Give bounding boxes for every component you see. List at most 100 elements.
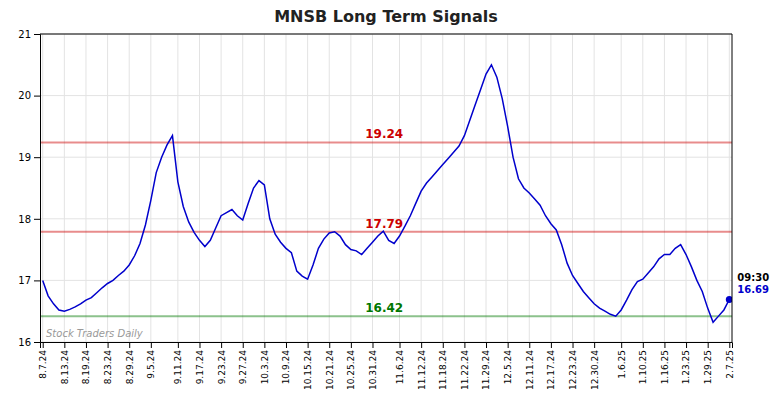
grid-line-y (40, 95, 732, 96)
x-tick-label: 8.19.24 (81, 350, 91, 385)
x-tick: 10.15.24 (303, 342, 313, 390)
y-tick: 18 (18, 214, 40, 225)
x-tick-label: 8.29.24 (125, 350, 135, 385)
grid-line-x (686, 34, 687, 342)
x-tick-mark (264, 342, 265, 348)
x-tick: 1.23.25 (681, 342, 691, 384)
x-tick-mark (708, 342, 709, 348)
x-tick-mark (199, 342, 200, 348)
x-tick: 9.17.24 (195, 342, 205, 384)
x-tick-label: 1.16.25 (660, 350, 670, 384)
y-tick-label: 17 (18, 275, 31, 286)
grid-line-x (507, 34, 508, 342)
grid-line-x (464, 34, 465, 342)
x-tick: 8.29.24 (125, 342, 135, 384)
x-tick-mark (129, 342, 130, 348)
x-tick-label: 1.29.25 (703, 350, 713, 384)
grid-line-x (421, 34, 422, 342)
grid-line-x (399, 34, 400, 342)
x-tick-label: 8.13.24 (60, 350, 70, 385)
x-axis: 8.7.248.13.248.19.248.23.248.29.249.5.24… (38, 342, 735, 390)
x-tick: 1.16.25 (660, 342, 670, 384)
x-tick-mark (594, 342, 595, 348)
x-tick: 11.29.24 (481, 342, 491, 390)
x-tick-label: 9.5.24 (146, 350, 156, 379)
reference-label: 17.79 (365, 217, 403, 231)
x-tick-mark (400, 342, 401, 348)
x-tick-label: 12.5.24 (503, 350, 513, 385)
x-tick: 12.5.24 (503, 342, 513, 384)
reference-line (40, 315, 732, 317)
grid-line-x (486, 34, 487, 342)
y-tick-mark (34, 96, 40, 97)
x-tick-mark (443, 342, 444, 348)
x-tick-label: 10.3.24 (260, 350, 270, 385)
x-tick-mark (729, 342, 730, 348)
x-tick: 9.11.24 (173, 342, 183, 384)
grid-line-x (199, 34, 200, 342)
grid-line-x (664, 34, 665, 342)
grid-line-x (307, 34, 308, 342)
x-tick-mark (351, 342, 352, 348)
x-tick: 11.18.24 (438, 342, 448, 390)
y-axis-line (34, 35, 41, 343)
reference-label: 19.24 (365, 127, 403, 141)
x-tick: 9.23.24 (216, 342, 226, 384)
grid-line-x (42, 34, 43, 342)
x-tick: 2.7.25 (725, 342, 735, 379)
x-tick: 12.30.24 (590, 342, 600, 390)
grid-line-x (150, 34, 151, 342)
x-tick-mark (508, 342, 509, 348)
x-tick-mark (573, 342, 574, 348)
grid-line-x (64, 34, 65, 342)
x-tick: 8.7.24 (38, 342, 48, 379)
x-tick: 1.10.25 (638, 342, 648, 384)
grid-line-x (107, 34, 108, 342)
x-tick: 8.19.24 (81, 342, 91, 384)
x-tick-label: 12.11.24 (525, 350, 535, 390)
grid-line-x (221, 34, 222, 342)
x-tick-mark (221, 342, 222, 348)
x-tick-label: 8.7.24 (38, 350, 48, 379)
y-tick: 16 (18, 337, 40, 348)
grid-line-x (642, 34, 643, 342)
grid-line-x (177, 34, 178, 342)
x-tick: 8.13.24 (60, 342, 70, 384)
x-tick-mark (421, 342, 422, 348)
x-tick-label: 9.23.24 (216, 350, 226, 385)
marks (40, 65, 732, 322)
x-tick-label: 10.25.24 (346, 350, 356, 390)
grid-line-y (40, 280, 732, 281)
y-tick: 20 (18, 90, 40, 101)
x-tick-mark (664, 342, 665, 348)
x-tick-mark (243, 342, 244, 348)
x-tick-mark (64, 342, 65, 348)
x-tick-label: 9.17.24 (195, 350, 205, 385)
x-tick: 12.17.24 (546, 342, 556, 390)
x-tick-mark (86, 342, 87, 348)
y-tick-label: 18 (18, 214, 31, 225)
frame-top (40, 34, 732, 35)
x-tick-mark (529, 342, 530, 348)
price-line (43, 65, 730, 322)
x-tick-label: 11.29.24 (481, 350, 491, 390)
grid-line-y (40, 157, 732, 158)
x-tick: 10.9.24 (281, 342, 291, 384)
x-tick-label: 12.23.24 (568, 350, 578, 390)
grid-line-x (129, 34, 130, 342)
plot: 1617181920218.7.248.13.248.19.248.23.248… (18, 29, 769, 390)
x-tick-mark (308, 342, 309, 348)
grid-line-x (621, 34, 622, 342)
x-tick: 9.5.24 (146, 342, 156, 379)
grid-line-x (285, 34, 286, 342)
grid-line-x (372, 34, 373, 342)
x-tick-label: 9.11.24 (173, 350, 183, 385)
x-tick-label: 11.18.24 (438, 350, 448, 390)
x-tick-label: 10.21.24 (325, 350, 335, 390)
x-tick: 9.27.24 (238, 342, 248, 384)
x-tick-mark (686, 342, 687, 348)
grid-line-x (550, 34, 551, 342)
last-point (726, 296, 732, 303)
x-tick-mark (286, 342, 287, 348)
x-tick-label: 10.15.24 (303, 350, 313, 390)
